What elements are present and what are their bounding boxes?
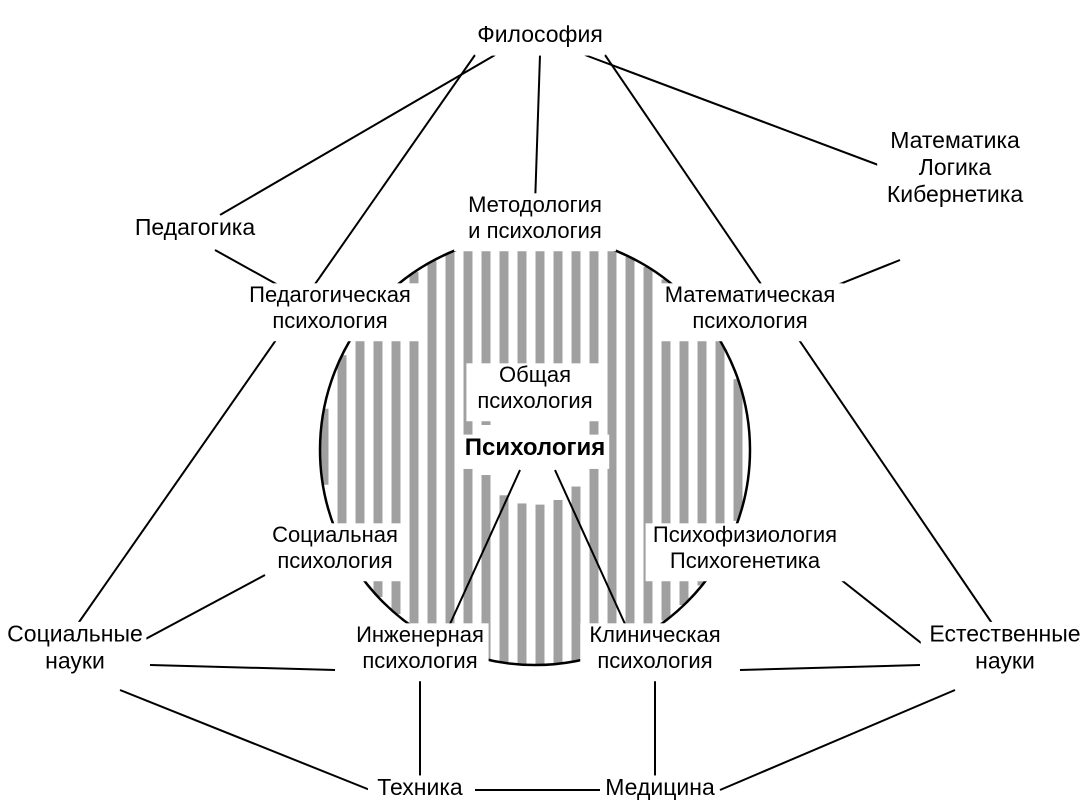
label-clinical: Клиническаяпсихология — [589, 622, 720, 673]
edge-philosophy-pedagogy — [220, 55, 495, 215]
label-pedagogy: Педагогика — [135, 214, 256, 240]
label-technics: Техника — [377, 774, 463, 800]
node-medicine: Медицина — [601, 774, 718, 809]
node-methodology: Методологияи психология — [454, 192, 616, 251]
node-social_sci: Социальныенауки — [4, 620, 147, 682]
label-pedagogical: Педагогическаяпсихология — [249, 282, 411, 333]
label-methodology: Методологияи психология — [468, 192, 602, 243]
node-engineering: Инженернаяпсихология — [351, 622, 488, 681]
edge-social_sci-engineering — [150, 665, 335, 670]
label-center: Психология — [465, 434, 606, 461]
label-medicine: Медицина — [605, 774, 715, 800]
edges — [70, 55, 1000, 790]
label-philosophy: Философия — [477, 21, 603, 47]
node-center: Психология — [461, 434, 609, 469]
node-pedagogical: Педагогическаяпсихология — [237, 282, 423, 341]
edge-philosophy-methodology — [535, 55, 540, 205]
node-technics: Техника — [368, 774, 472, 809]
node-mathematics: МатематикаЛогикаКибернетика — [877, 127, 1033, 216]
node-philosophy: Философия — [475, 21, 605, 56]
node-clinical: Клиническаяпсихология — [580, 622, 730, 681]
label-engineering: Инженернаяпсихология — [356, 622, 484, 673]
node-psychophys: ПсихофизиологияПсихогенетика — [646, 522, 845, 581]
node-natural_sci: Естественныенауки — [921, 620, 1089, 682]
node-general_psy: Общаяпсихология — [466, 362, 603, 421]
edge-natural_sci-medicine — [720, 690, 955, 790]
label-psychophys: ПсихофизиологияПсихогенетика — [653, 522, 837, 573]
psychology-diagram: Общаяпсихология Психология Методологияи пс… — [0, 0, 1089, 810]
edge-social_sci-technics — [120, 690, 370, 790]
edge-natural_sci-clinical — [740, 665, 920, 670]
label-social_psy: Социальнаяпсихология — [272, 522, 398, 573]
node-pedagogy: Педагогика — [124, 214, 267, 249]
edge-philosophy-mathematics — [585, 55, 905, 175]
edge-natural_sci-psychophys — [835, 575, 930, 650]
node-mathematical: Математическаяпсихология — [657, 282, 843, 341]
node-social_psy: Социальнаяпсихология — [266, 522, 403, 581]
